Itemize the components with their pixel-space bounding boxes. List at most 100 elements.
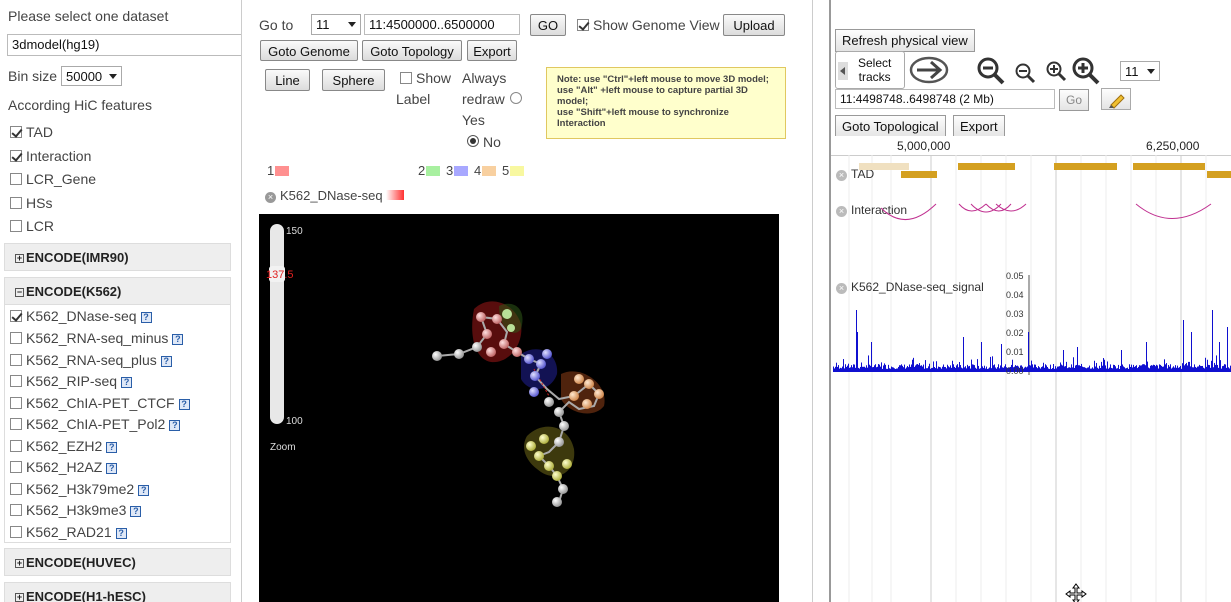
sphere-button[interactable]: Sphere — [322, 69, 385, 91]
bin-size-select[interactable]: 50000 — [61, 66, 122, 86]
chromosome-select[interactable]: 11 — [311, 14, 361, 35]
section-encode-h1hesc[interactable]: + ENCODE(H1-hESC) — [4, 582, 231, 602]
track-k562-dnase[interactable]: K562_DNase-seq? — [10, 308, 152, 324]
help-icon[interactable]: ? — [138, 485, 150, 496]
highlight-button[interactable] — [1101, 88, 1131, 110]
checkbox-checked[interactable] — [10, 150, 22, 162]
browser-go-button[interactable]: Go — [1059, 89, 1089, 111]
checkbox[interactable] — [10, 504, 22, 516]
signal-bar — [933, 361, 934, 372]
help-icon[interactable]: ? — [178, 399, 190, 410]
checkbox[interactable] — [10, 440, 22, 452]
checkbox[interactable] — [10, 375, 22, 387]
signal-bar — [1122, 364, 1123, 372]
redraw-yes-radio[interactable] — [510, 92, 522, 104]
remove-track-icon[interactable]: × — [836, 283, 847, 294]
help-icon[interactable]: ? — [121, 377, 133, 388]
arrow-right-icon[interactable] — [909, 56, 949, 84]
section-encode-k562[interactable]: − ENCODE(K562) — [4, 277, 231, 305]
track-k562-rna-plus[interactable]: K562_RNA-seq_plus? — [10, 352, 172, 368]
zoom-out-small-icon[interactable] — [1014, 62, 1036, 84]
checkbox-checked[interactable] — [10, 310, 22, 322]
track-k562-rna-minus[interactable]: K562_RNA-seq_minus? — [10, 330, 184, 346]
select-tracks-button[interactable]: Select tracks — [835, 51, 905, 89]
section-encode-huvec[interactable]: + ENCODE(HUVEC) — [4, 548, 231, 576]
track-k562-ezh2[interactable]: K562_EZH2? — [10, 438, 118, 454]
upload-button[interactable]: Upload — [723, 14, 785, 36]
goto-topological-button[interactable]: Goto Topological — [835, 115, 946, 138]
zoom-out-large-icon[interactable] — [976, 56, 1006, 86]
3d-viewer-canvas[interactable]: 150 137.5 100 Zoom — [259, 214, 779, 602]
remove-track-icon[interactable]: × — [836, 206, 847, 217]
signal-bar — [1225, 364, 1226, 372]
signal-bar — [1022, 366, 1023, 372]
help-icon[interactable]: ? — [106, 442, 118, 453]
section-encode-imr90[interactable]: + ENCODE(IMR90) — [4, 243, 231, 271]
zoom-in-small-icon[interactable] — [1045, 60, 1067, 82]
checkbox[interactable] — [10, 418, 22, 430]
checkbox[interactable] — [10, 173, 22, 185]
help-icon[interactable]: ? — [130, 506, 142, 517]
refresh-physical-view-button[interactable]: Refresh physical view — [835, 29, 975, 52]
remove-icon[interactable]: × — [265, 192, 276, 203]
browser-coords-input[interactable]: 11:4498748..6498748 (2 Mb) — [835, 89, 1055, 109]
show-label-toggle[interactable]: Show — [400, 70, 451, 86]
track-label: K562_H3k9me3 — [26, 502, 127, 518]
track-k562-rip[interactable]: K562_RIP-seq? — [10, 373, 133, 389]
zoom-in-large-icon[interactable] — [1071, 56, 1101, 86]
help-icon[interactable]: ? — [140, 312, 152, 323]
feature-label: LCR — [26, 218, 55, 234]
checkbox[interactable] — [10, 483, 22, 495]
checkbox[interactable] — [10, 220, 22, 232]
help-icon[interactable]: ? — [172, 334, 184, 345]
signal-bar — [1167, 368, 1168, 372]
browser-export-button[interactable]: Export — [953, 115, 1005, 138]
checkbox[interactable] — [10, 197, 22, 209]
goto-topology-button[interactable]: Goto Topology — [362, 40, 462, 61]
checkbox[interactable] — [10, 461, 22, 473]
show-genome-view-toggle[interactable]: Show Genome View — [577, 17, 720, 33]
help-icon[interactable]: ? — [115, 528, 127, 539]
track-k562-chia-ctcf[interactable]: K562_ChIA-PET_CTCF? — [10, 395, 190, 411]
feature-lcr-gene[interactable]: LCR_Gene — [10, 171, 96, 187]
checkbox-checked[interactable] — [10, 126, 22, 138]
feature-interaction[interactable]: Interaction — [10, 148, 91, 164]
track-label: K562_RAD21 — [26, 524, 112, 540]
zoom-slider-handle[interactable] — [269, 266, 285, 282]
track-k562-h3k9me3[interactable]: K562_H3k9me3? — [10, 502, 142, 518]
checkbox[interactable] — [10, 354, 22, 366]
bead-orange — [569, 374, 604, 409]
track-k562-h2az[interactable]: K562_H2AZ? — [10, 459, 118, 475]
export-button[interactable]: Export — [467, 40, 517, 61]
checkbox[interactable] — [400, 72, 412, 84]
signal-bar — [1144, 364, 1145, 372]
signal-bar — [864, 366, 865, 372]
help-icon[interactable]: ? — [106, 463, 118, 474]
signal-bar — [1140, 365, 1141, 372]
redraw-no-radio[interactable] — [467, 135, 479, 147]
goto-genome-button[interactable]: Goto Genome — [260, 40, 358, 61]
signal-bar — [845, 364, 846, 372]
line-button[interactable]: Line — [265, 69, 310, 91]
signal-bar — [929, 363, 930, 372]
signal-bar — [917, 364, 918, 372]
checkbox[interactable] — [10, 332, 22, 344]
feature-tad[interactable]: TAD — [10, 124, 53, 140]
help-icon[interactable]: ? — [160, 356, 172, 367]
checkbox[interactable] — [10, 397, 22, 409]
region-input[interactable]: 11:4500000..6500000 — [364, 14, 520, 35]
browser-chromosome-select[interactable]: 11 — [1120, 61, 1160, 81]
signal-bar — [966, 368, 967, 372]
remove-track-icon[interactable]: × — [836, 170, 847, 181]
checkbox[interactable] — [10, 526, 22, 538]
go-button[interactable]: GO — [530, 14, 566, 36]
help-icon[interactable]: ? — [169, 420, 181, 431]
checkbox-checked[interactable] — [577, 19, 589, 31]
feature-lcr[interactable]: LCR — [10, 218, 54, 234]
dataset-field[interactable]: 3dmodel(hg19) — [7, 34, 241, 56]
signal-bar — [983, 367, 984, 372]
track-k562-rad21[interactable]: K562_RAD21? — [10, 524, 127, 540]
track-k562-h3k79me2[interactable]: K562_H3k79me2? — [10, 481, 150, 497]
feature-hss[interactable]: HSs — [10, 195, 52, 211]
track-k562-chia-pol2[interactable]: K562_ChIA-PET_Pol2? — [10, 416, 181, 432]
